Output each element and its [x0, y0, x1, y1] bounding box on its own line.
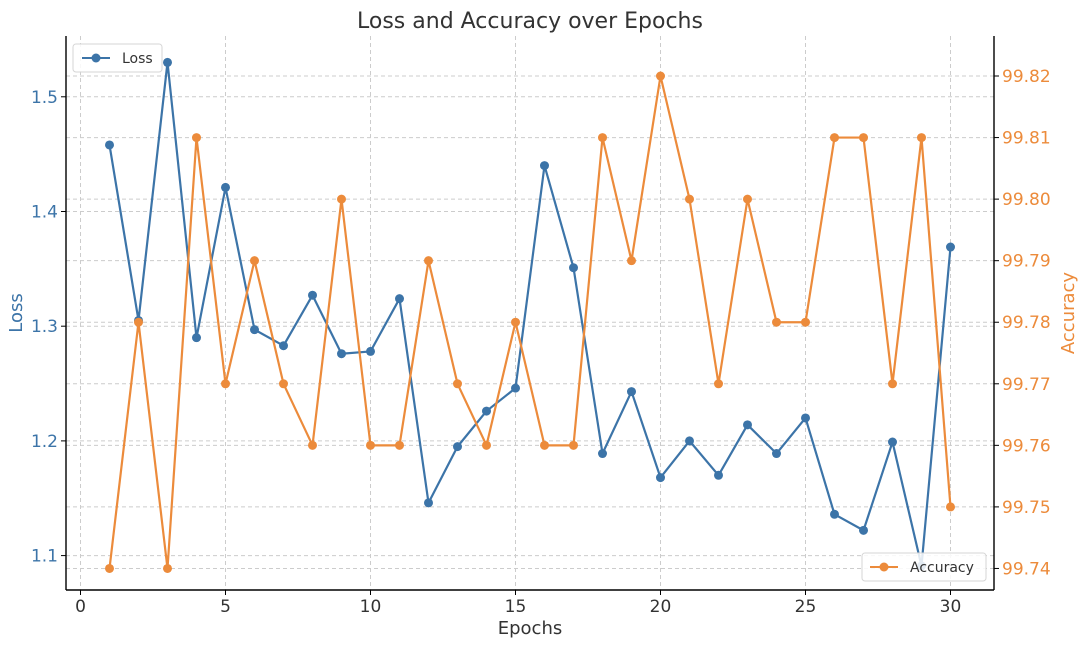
y-left-tick-label: 1.4 [31, 202, 58, 222]
accuracy-point [395, 440, 404, 450]
loss-point [105, 140, 114, 150]
accuracy-point [163, 563, 172, 573]
legend-loss-frame [72, 43, 163, 73]
loss-point [714, 470, 723, 480]
y-left-tick-label: 1.2 [31, 432, 58, 452]
accuracy-point [627, 256, 636, 266]
x-tick-label: 20 [650, 597, 672, 617]
accuracy-point [192, 133, 201, 143]
loss-point [888, 437, 897, 447]
loss-point [946, 242, 955, 252]
chart-title: Loss and Accuracy over Epochs [357, 9, 703, 34]
accuracy-point [453, 379, 462, 389]
legend-accuracy-swatch-marker [879, 562, 889, 572]
loss-point [511, 383, 520, 393]
accuracy-point [308, 440, 317, 450]
y-right-tick-label: 99.80 [1002, 190, 1051, 210]
accuracy-series-line [108, 74, 952, 570]
loss-point [685, 436, 694, 446]
series [105, 57, 955, 573]
legend-accuracy: Accuracy [861, 552, 987, 582]
y-right-tick-label: 99.77 [1002, 375, 1051, 395]
loss-point [830, 509, 839, 519]
y-right-tick-label: 99.79 [1002, 252, 1051, 272]
y-left-tick-label: 1.5 [31, 88, 58, 108]
loss-point [424, 498, 433, 508]
accuracy-point [279, 379, 288, 389]
ticks: 0 5 10 15 20 25 30 1.1 1.2 1.3 1.4 1.5 99.74 99.75 99.… [31, 67, 1051, 617]
y-left-tick-label: 1.3 [31, 317, 58, 337]
y-right-tick-label: 99.76 [1002, 436, 1051, 456]
legend-accuracy-frame [861, 552, 987, 582]
y-right-tick-label: 99.82 [1002, 67, 1051, 87]
legend-loss: Loss [72, 43, 163, 73]
loss-point [801, 413, 810, 423]
legend-accuracy-label: Accuracy [910, 560, 974, 576]
x-tick-label: 30 [940, 597, 962, 617]
loss-series-line [108, 61, 952, 568]
grid [66, 36, 994, 590]
y-left-axis-label: Loss [6, 293, 27, 332]
accuracy-point [482, 440, 491, 450]
x-tick-label: 15 [505, 597, 527, 617]
accuracy-point [888, 379, 897, 389]
x-tick-label: 25 [795, 597, 817, 617]
loss-point [598, 449, 607, 459]
accuracy-point [134, 317, 143, 327]
x-tick-label: 10 [360, 597, 382, 617]
accuracy-point [424, 256, 433, 266]
x-tick-label: 5 [220, 597, 231, 617]
accuracy-point [772, 317, 781, 327]
accuracy-point [830, 133, 839, 143]
loss-point [221, 182, 230, 192]
loss-point [772, 449, 781, 459]
accuracy-point [337, 194, 346, 204]
accuracy-point [917, 133, 926, 143]
accuracy-point [250, 256, 259, 266]
accuracy-point [569, 440, 578, 450]
loss-point [279, 341, 288, 351]
accuracy-point [859, 133, 868, 143]
loss-point [366, 346, 375, 356]
y-right-tick-label: 99.74 [1002, 559, 1051, 579]
loss-point [337, 349, 346, 359]
accuracy-point [540, 440, 549, 450]
y-right-tick-label: 99.75 [1002, 498, 1051, 518]
y-right-axis-label: Accuracy [1058, 272, 1079, 355]
accuracy-point [685, 194, 694, 204]
loss-point [540, 161, 549, 171]
accuracy-point [511, 317, 520, 327]
loss-point [250, 325, 259, 335]
y-right-tick-label: 99.78 [1002, 313, 1051, 333]
accuracy-point [801, 317, 810, 327]
y-left-tick-label: 1.1 [31, 547, 58, 567]
accuracy-point [714, 379, 723, 389]
legend-loss-swatch-marker [91, 53, 101, 63]
loss-point [308, 290, 317, 300]
y-right-tick-label: 99.81 [1002, 129, 1051, 149]
loss-point [453, 442, 462, 452]
loss-point [482, 406, 491, 416]
loss-point [859, 525, 868, 535]
accuracy-point [366, 440, 375, 450]
loss-point [163, 57, 172, 67]
legend-loss-label: Loss [122, 51, 153, 67]
x-tick-label: 0 [75, 597, 86, 617]
accuracy-point [221, 379, 230, 389]
loss-point [569, 263, 578, 273]
loss-point [627, 387, 636, 397]
accuracy-point [946, 502, 955, 512]
loss-point [743, 420, 752, 430]
loss-point [656, 473, 665, 483]
loss-point [192, 333, 201, 343]
accuracy-point [743, 194, 752, 204]
accuracy-point [105, 563, 114, 573]
loss-point [395, 294, 404, 304]
accuracy-point [656, 71, 665, 81]
accuracy-point [598, 133, 607, 143]
x-axis-label: Epochs [498, 618, 563, 639]
